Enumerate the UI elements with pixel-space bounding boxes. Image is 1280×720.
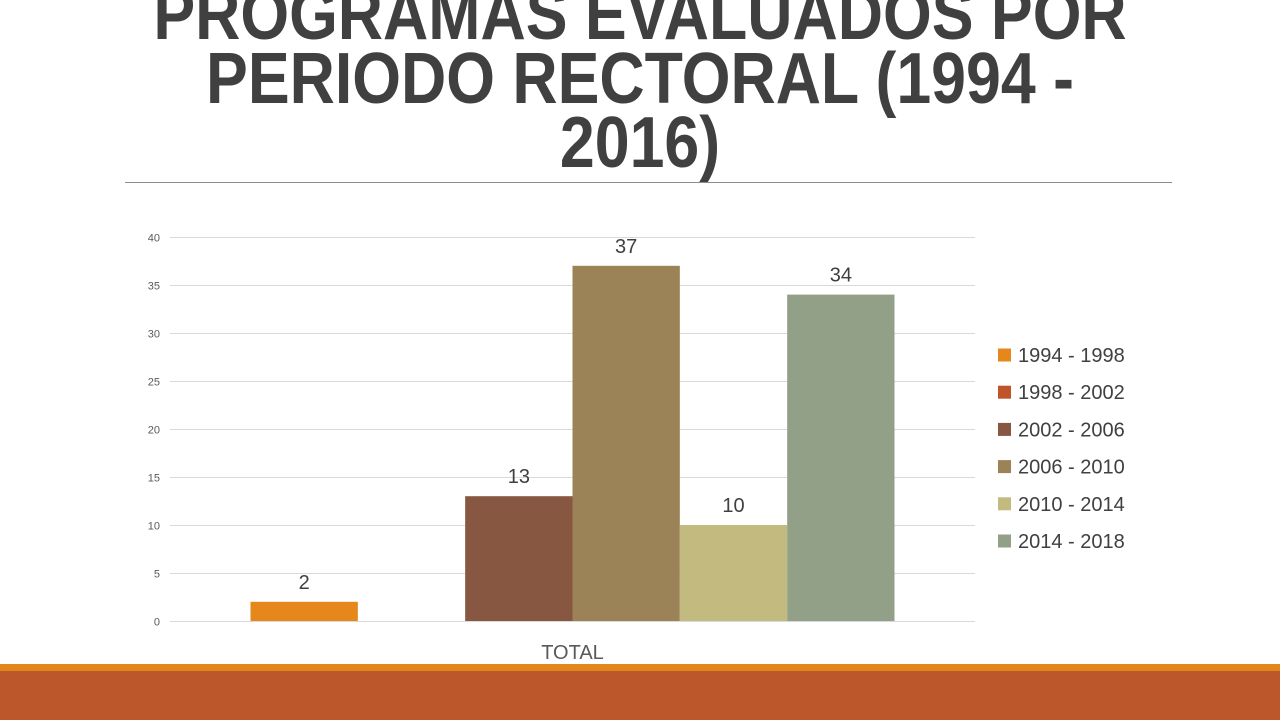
legend-label: 1998 - 2002 [1018,382,1125,404]
x-category-label: TOTAL [541,642,604,664]
data-label: 37 [615,236,637,258]
legend-label: 2010 - 2014 [1018,494,1125,516]
legend-label: 1994 - 1998 [1018,345,1125,367]
bar-2010-2014 [679,525,788,621]
legend-item: 2006 - 2010 [998,457,1125,479]
data-label: 34 [830,265,852,287]
y-tick-label: 5 [154,569,160,581]
bars [250,265,895,621]
y-tick-label: 10 [148,521,160,533]
legend-label: 2006 - 2010 [1018,457,1125,479]
y-tick-label: 0 [154,617,160,629]
legend-swatch [998,534,1011,548]
y-tick-label: 40 [148,233,160,245]
y-tick-label: 20 [148,425,160,437]
bar-2014-2018 [787,294,895,621]
legend-swatch [998,497,1011,511]
y-tick-label: 25 [148,377,160,389]
bar-2006-2010 [572,265,680,621]
x-axis-category-labels: TOTAL [541,642,604,664]
y-axis-tick-labels: 0 5 10 15 20 25 30 35 40 [148,233,160,629]
legend-swatch [998,460,1011,474]
legend-label: 2014 - 2018 [1018,531,1125,553]
legend-swatch [998,385,1011,399]
legend: 1994 - 1998 1998 - 2002 2002 - 2006 2006 - … [998,345,1125,553]
legend-item: 2010 - 2014 [998,494,1125,516]
data-labels: 2 13 37 10 34 [299,236,852,594]
data-label: 10 [722,495,744,517]
legend-swatch [998,348,1011,362]
legend-item: 1998 - 2002 [998,382,1125,404]
data-label: 2 [299,572,310,594]
legend-item: 2002 - 2006 [998,419,1125,441]
y-tick-label: 30 [148,329,160,341]
bar-2002-2006 [465,496,573,621]
legend-item: 1994 - 1998 [998,345,1125,367]
footer-accent-stripe [0,664,1280,671]
title-divider [125,182,1172,183]
data-label: 13 [508,466,530,488]
y-tick-label: 15 [148,473,160,485]
bar-1994-1998 [250,601,358,621]
footer-band [0,671,1280,720]
slide-title: PROGRAMAS EVALUADOS POR PERIODO RECTORAL… [153,0,1127,183]
legend-item: 2014 - 2018 [998,531,1125,553]
legend-label: 2002 - 2006 [1018,419,1125,441]
y-tick-label: 35 [148,281,160,293]
legend-swatch [998,422,1011,436]
